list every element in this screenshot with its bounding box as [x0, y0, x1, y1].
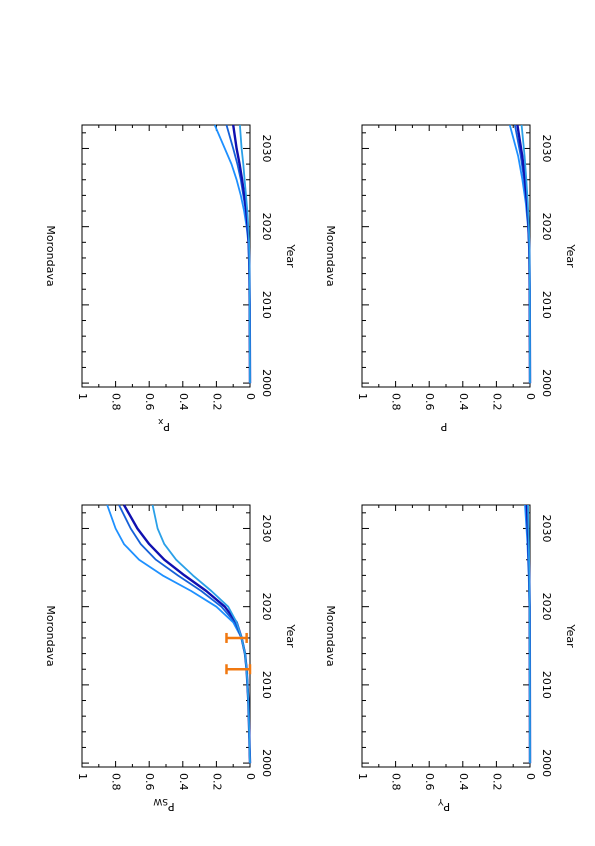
chart-psw-xtick-label: 2010 — [260, 671, 273, 699]
chart-psw-group: 0 0.2 0.4 0.6 0.8 1 2000 2010 2020 2030 Year PSW Mor… — [44, 504, 297, 813]
chart-p-xtick-label: 2010 — [540, 291, 553, 319]
chart-p-group: 0 0.2 0.4 0.6 0.8 1 2000 2010 2020 2030 Year P Moron… — [324, 124, 577, 433]
chart-px-title: Morondava — [44, 225, 57, 286]
chart-p-ylabel: P — [440, 420, 447, 433]
chart-p-ytick-label: 1 — [356, 393, 369, 400]
chart-px-ytick-label: 0.2 — [210, 393, 223, 411]
chart-p-xtick-label: 2000 — [540, 369, 553, 397]
chart-psw-series-line-3 — [122, 504, 252, 764]
chart-psw-ytick-label: 0 — [244, 773, 257, 780]
chart-px-ylabel: Px — [157, 416, 170, 433]
chart-psw-ytick-label: 0.6 — [143, 773, 156, 791]
chart-py-ytick-label: 1 — [356, 773, 369, 780]
chart-psw-ylabel: PSW — [153, 796, 174, 813]
chart-py-ylabel: PY — [437, 796, 450, 813]
chart-px-xtick-label: 2020 — [260, 213, 273, 241]
chart-psw-ytick-label: 0.4 — [177, 773, 190, 791]
chart-p-ytick-label: 0.2 — [490, 393, 503, 411]
chart-px-ytick-label: 1 — [76, 393, 89, 400]
chart-psw-errorbar-2 — [225, 632, 248, 643]
chart-psw-xlabel: Year — [284, 623, 297, 648]
chart-px-ytick-label: 0.4 — [177, 393, 190, 411]
chart-px-group: 0 0.2 0.4 0.6 0.8 1 2000 2010 2020 2030 Year Px Moro… — [44, 124, 297, 433]
chart-psw-ytick-label: 0.2 — [210, 773, 223, 791]
chart-py-frame — [361, 504, 531, 768]
chart-px-xtick-label: 2030 — [260, 134, 273, 162]
chart-px-xtick-label: 2000 — [260, 369, 273, 397]
chart-p-series-line-4 — [520, 124, 531, 384]
chart-px-xlabel: Year — [284, 243, 297, 268]
chart-px-ytick-label: 0 — [244, 393, 257, 400]
chart-psw-xtick-label: 2030 — [260, 514, 273, 542]
chart-py-title: Morondava — [324, 605, 337, 666]
chart-p-xlabel: Year — [564, 243, 577, 268]
chart-px-ylabel-sub: x — [157, 416, 163, 426]
chart-p-ytick-label: 0 — [524, 393, 537, 400]
chart-py-ytick-label: 0.4 — [457, 773, 470, 791]
chart-p-title: Morondava — [324, 225, 337, 286]
chart-py-group: 0 0.2 0.4 0.6 0.8 1 2000 2010 2020 2030 Year PY Moro… — [324, 504, 577, 813]
chart-py-ytick-label: 0.2 — [490, 773, 503, 791]
chart-py-series-line-4 — [527, 504, 531, 764]
chart-py-xtick-label: 2020 — [540, 593, 553, 621]
chart-px-series-line-1 — [213, 124, 251, 384]
chart-psw-ytick-label: 0.8 — [110, 773, 123, 791]
chart-py-ytick-label: 0.8 — [390, 773, 403, 791]
chart-px-xtick-label: 2010 — [260, 291, 273, 319]
chart-psw-frame — [81, 504, 251, 768]
chart-psw-ylabel-sub: SW — [153, 796, 168, 806]
chart-py-xlabel: Year — [564, 623, 577, 648]
chart-psw-title: Morondava — [44, 605, 57, 666]
chart-p-frame — [361, 124, 531, 388]
chart-py-ytick-label: 0.6 — [423, 773, 436, 791]
chart-psw-xtick-label: 2020 — [260, 593, 273, 621]
chart-psw-series-line-1 — [106, 504, 251, 764]
chart-py-ytick-label: 0 — [524, 773, 537, 780]
chart-px-ylabel-main: P — [163, 420, 170, 433]
chart-p-ylabel-main: P — [440, 420, 447, 433]
chart-py-xtick-label: 2030 — [540, 514, 553, 542]
chart-psw-xtick-label: 2000 — [260, 749, 273, 777]
chart-p-xtick-label: 2030 — [540, 134, 553, 162]
chart-p-ytick-label: 0.8 — [390, 393, 403, 411]
chart-py-ylabel-sub: Y — [437, 796, 444, 806]
chart-py-xtick-label: 2010 — [540, 671, 553, 699]
chart-psw-ytick-label: 1 — [76, 773, 89, 780]
chart-psw-ylabel-main: P — [168, 800, 175, 813]
chart-psw-errorbar-1 — [225, 664, 252, 675]
chart-px-ytick-label: 0.6 — [143, 393, 156, 411]
chart-px-ytick-label: 0.8 — [110, 393, 123, 411]
chart-py-xtick-label: 2000 — [540, 749, 553, 777]
chart-p-xtick-label: 2020 — [540, 213, 553, 241]
chart-px-series-line-4 — [239, 124, 251, 384]
chart-psw-series-line-2 — [118, 504, 251, 764]
chart-py-ylabel-main: P — [443, 800, 450, 813]
chart-p-ytick-label: 0.6 — [423, 393, 436, 411]
chart-psw-series-line-4 — [151, 504, 251, 764]
chart-p-ytick-label: 0.4 — [457, 393, 470, 411]
chart-px-frame — [81, 124, 251, 388]
